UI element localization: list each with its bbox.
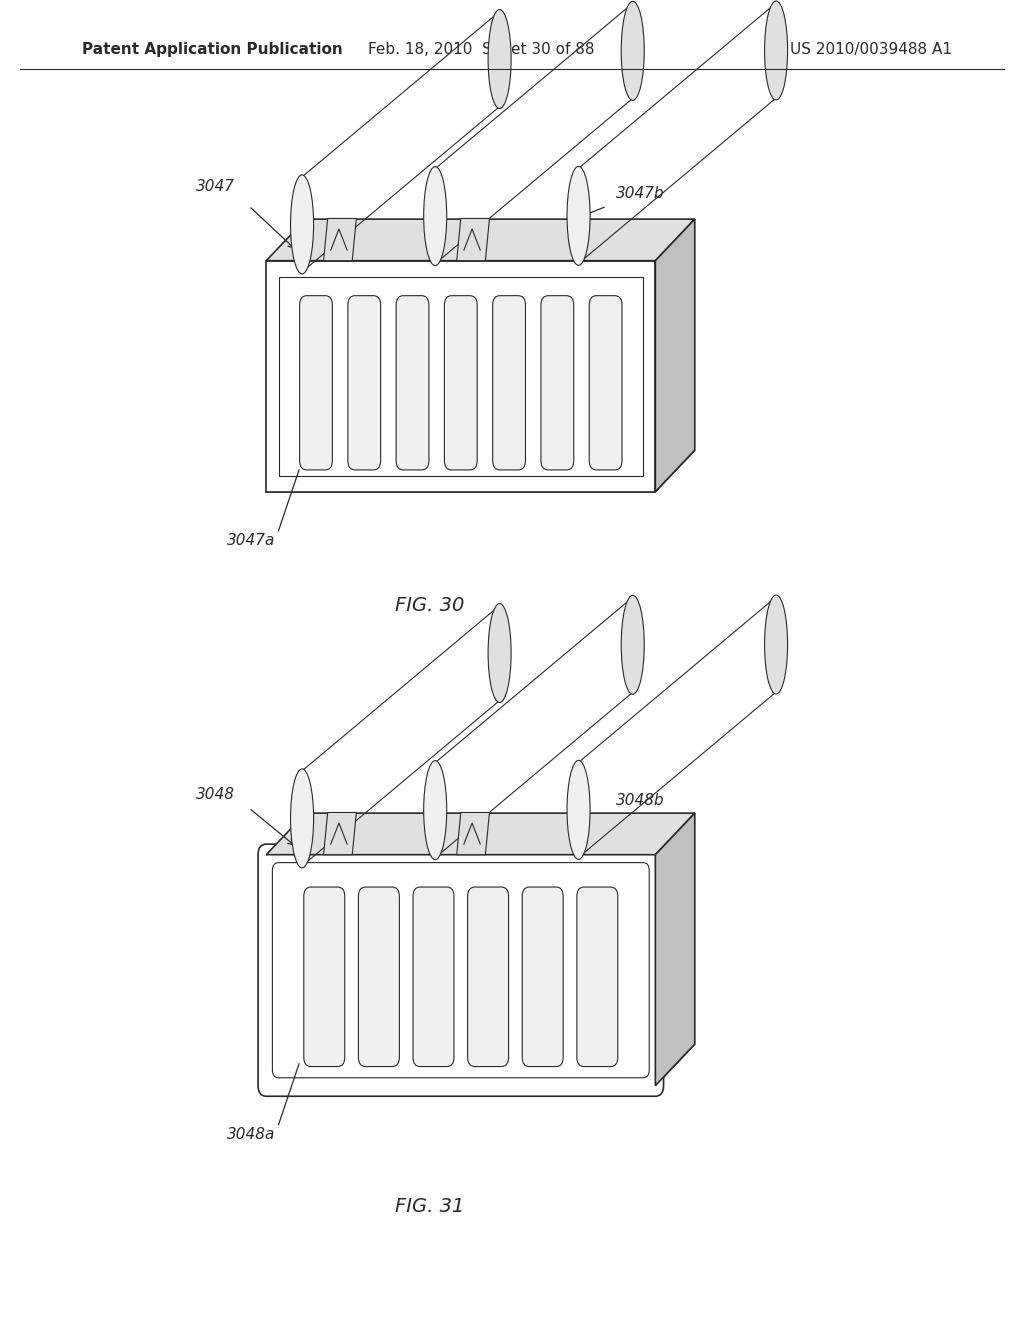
Polygon shape: [266, 450, 694, 492]
Ellipse shape: [567, 760, 590, 859]
FancyBboxPatch shape: [468, 887, 509, 1067]
Text: Feb. 18, 2010  Sheet 30 of 88: Feb. 18, 2010 Sheet 30 of 88: [368, 42, 595, 57]
FancyBboxPatch shape: [589, 296, 622, 470]
FancyBboxPatch shape: [300, 296, 333, 470]
Ellipse shape: [488, 603, 511, 702]
Polygon shape: [266, 1044, 694, 1085]
FancyBboxPatch shape: [444, 296, 477, 470]
FancyBboxPatch shape: [396, 296, 429, 470]
Ellipse shape: [765, 1, 787, 100]
Text: 3047b: 3047b: [615, 186, 665, 201]
Ellipse shape: [622, 1, 644, 100]
Polygon shape: [266, 219, 694, 261]
FancyBboxPatch shape: [358, 887, 399, 1067]
Polygon shape: [457, 218, 489, 261]
Polygon shape: [655, 219, 694, 492]
Text: 3047a: 3047a: [226, 533, 275, 548]
Ellipse shape: [424, 760, 446, 859]
Text: Patent Application Publication: Patent Application Publication: [82, 42, 343, 57]
Text: FIG. 30: FIG. 30: [395, 597, 465, 615]
FancyBboxPatch shape: [413, 887, 454, 1067]
Ellipse shape: [765, 595, 787, 694]
FancyBboxPatch shape: [348, 296, 381, 470]
Text: 3048a: 3048a: [226, 1127, 275, 1142]
Polygon shape: [324, 812, 356, 855]
FancyBboxPatch shape: [577, 887, 617, 1067]
Text: 3047: 3047: [196, 180, 234, 194]
Ellipse shape: [622, 595, 644, 694]
FancyBboxPatch shape: [258, 845, 664, 1096]
FancyBboxPatch shape: [493, 296, 525, 470]
Polygon shape: [266, 261, 655, 492]
Ellipse shape: [291, 174, 313, 273]
Ellipse shape: [567, 166, 590, 265]
FancyBboxPatch shape: [541, 296, 573, 470]
Polygon shape: [266, 813, 694, 855]
Ellipse shape: [291, 768, 313, 867]
Text: US 2010/0039488 A1: US 2010/0039488 A1: [791, 42, 952, 57]
Ellipse shape: [424, 166, 446, 265]
Text: 3048b: 3048b: [615, 793, 665, 808]
Polygon shape: [324, 218, 356, 261]
Text: FIG. 31: FIG. 31: [395, 1197, 465, 1216]
Text: 3048: 3048: [196, 787, 234, 801]
FancyBboxPatch shape: [522, 887, 563, 1067]
FancyBboxPatch shape: [304, 887, 345, 1067]
Polygon shape: [655, 813, 694, 1085]
Polygon shape: [457, 812, 489, 855]
Ellipse shape: [488, 9, 511, 108]
